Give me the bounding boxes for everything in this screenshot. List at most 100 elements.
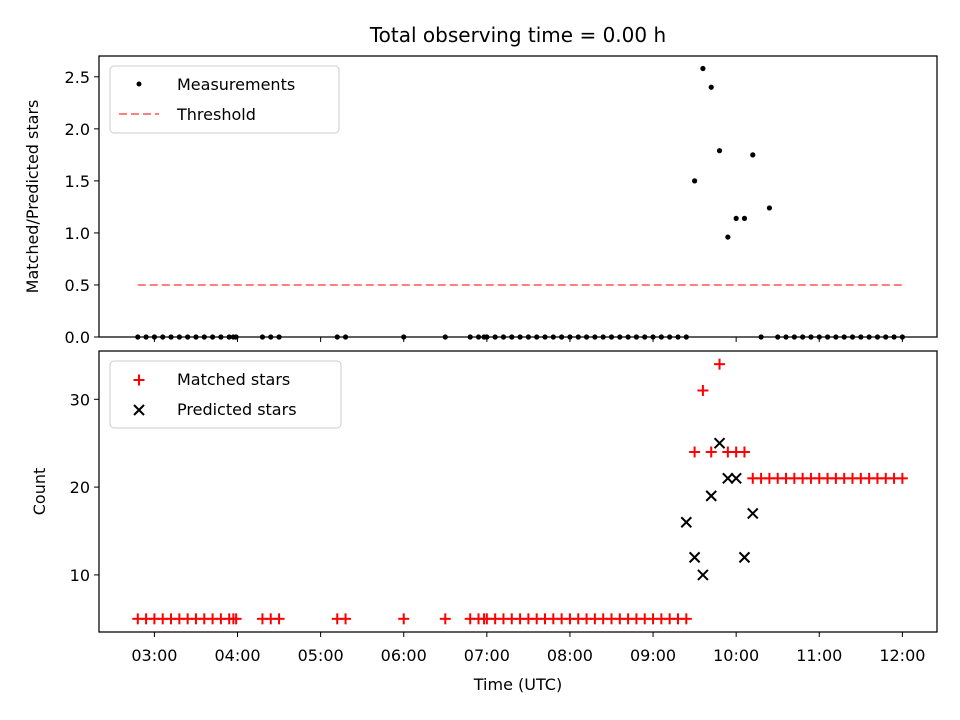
measurement-point	[226, 334, 232, 340]
matched-star-point	[705, 446, 717, 458]
legend-predicted-label: Predicted stars	[177, 400, 297, 419]
top-y-tick-label: 1.5	[65, 172, 90, 191]
predicted-star-point	[738, 551, 751, 564]
predicted-star-point	[705, 490, 717, 502]
measurement-point	[874, 334, 881, 340]
measurement-point	[775, 334, 781, 340]
legend-threshold-label: Threshold	[176, 105, 256, 124]
measurement-point	[650, 334, 656, 340]
measurement-point	[758, 334, 764, 340]
measurement-point	[617, 334, 623, 340]
measurement-point	[750, 152, 756, 158]
measurement-point	[233, 334, 239, 340]
bottom-plot-frame	[98, 350, 938, 633]
measurement-point	[534, 334, 540, 340]
measurement-point	[833, 334, 839, 340]
measurement-point	[625, 334, 631, 340]
measurement-point	[592, 334, 598, 340]
top-data-marks	[135, 65, 905, 340]
bottom-panel: 10 20 30 03:00 04:00 05:00 06:00 07:00 08:00 09:…	[30, 350, 938, 694]
measurement-point	[816, 334, 822, 340]
measurement-point	[401, 334, 407, 340]
bottom-y-axis-label: Count	[30, 468, 49, 516]
measurement-point	[259, 334, 266, 340]
measurement-point	[899, 334, 905, 340]
measurement-point	[766, 205, 773, 211]
predicted-star-point	[747, 507, 759, 520]
measurement-point	[542, 334, 548, 340]
matched-star-point	[273, 613, 285, 625]
bottom-legend-box	[109, 360, 342, 429]
measurement-point	[849, 334, 856, 340]
top-y-tick-label: 2.0	[65, 120, 90, 139]
bottom-x-axis: 03:00 04:00 05:00 06:00 07:00 08:00 09:00 10:00…	[131, 632, 925, 665]
measurement-point	[492, 334, 498, 340]
measurement-point	[151, 334, 158, 340]
predicted-star-point	[697, 569, 709, 581]
bottom-legend: Matched stars Predicted stars	[109, 360, 342, 429]
measurement-point	[176, 334, 182, 340]
measurement-point	[783, 334, 789, 340]
top-legend-box	[109, 65, 340, 134]
top-y-tick-label: 2.5	[65, 68, 90, 87]
matched-star-point	[398, 613, 410, 625]
x-axis-label: Time (UTC)	[473, 675, 562, 694]
measurement-point	[866, 334, 872, 340]
measurement-point	[484, 334, 490, 340]
measurement-point	[883, 334, 889, 340]
measurement-point	[841, 334, 847, 340]
legend-matched-label: Matched stars	[177, 370, 290, 389]
legend-matched-marker	[133, 374, 145, 386]
measurement-point	[858, 334, 864, 340]
measurement-point	[800, 334, 806, 340]
x-tick-label: 06:00	[381, 646, 427, 665]
matched-star-point	[230, 613, 242, 625]
measurement-point	[209, 334, 216, 340]
measurement-point	[201, 334, 207, 340]
bottom-data-marks	[132, 358, 908, 625]
measurement-point	[692, 178, 698, 184]
bottom-y-axis: 10 20 30	[70, 390, 99, 585]
measurement-point	[218, 334, 224, 340]
predicted-star-point	[680, 516, 692, 528]
x-tick-label: 09:00	[630, 646, 676, 665]
measurement-point	[741, 215, 748, 221]
x-tick-label: 10:00	[713, 646, 759, 665]
measurement-point	[467, 334, 473, 340]
measurement-point	[160, 334, 166, 340]
measurement-point	[675, 334, 681, 340]
predicted-star-point	[688, 551, 701, 564]
measurement-point	[575, 334, 581, 340]
measurement-point	[525, 334, 531, 340]
measurement-point	[135, 334, 141, 340]
top-panel: 0.0 0.5 1.0 1.5 2.0 2.5 Matched/Predicted sta…	[23, 55, 938, 347]
x-tick-label: 07:00	[464, 646, 510, 665]
measurement-point	[608, 334, 615, 340]
measurement-point	[824, 334, 831, 340]
matched-star-point	[697, 385, 709, 397]
x-tick-label: 11:00	[796, 646, 842, 665]
matched-star-point	[439, 613, 451, 625]
measurement-point	[583, 334, 590, 340]
top-y-tick-label: 0.0	[65, 328, 90, 347]
measurement-point	[791, 334, 797, 340]
measurement-point	[733, 215, 739, 221]
matched-star-point	[340, 613, 352, 625]
measurement-point	[442, 334, 448, 340]
predicted-star-point	[722, 472, 734, 485]
legend-measurements-label: Measurements	[177, 75, 295, 94]
legend-predicted-marker	[133, 404, 145, 416]
x-tick-label: 04:00	[214, 646, 260, 665]
measurement-point	[559, 334, 565, 340]
x-tick-label: 03:00	[131, 646, 177, 665]
predicted-star-point	[713, 437, 726, 449]
measurement-point	[808, 334, 814, 340]
matched-star-point	[689, 446, 701, 458]
measurement-point	[725, 234, 731, 240]
measurement-point	[683, 334, 689, 340]
top-legend: Measurements Threshold	[109, 65, 340, 134]
predicted-star-point	[730, 472, 742, 485]
top-y-axis: 0.0 0.5 1.0 1.5 2.0 2.5	[65, 68, 99, 347]
legend-measurements-marker	[136, 81, 142, 87]
measurement-point	[700, 65, 706, 72]
